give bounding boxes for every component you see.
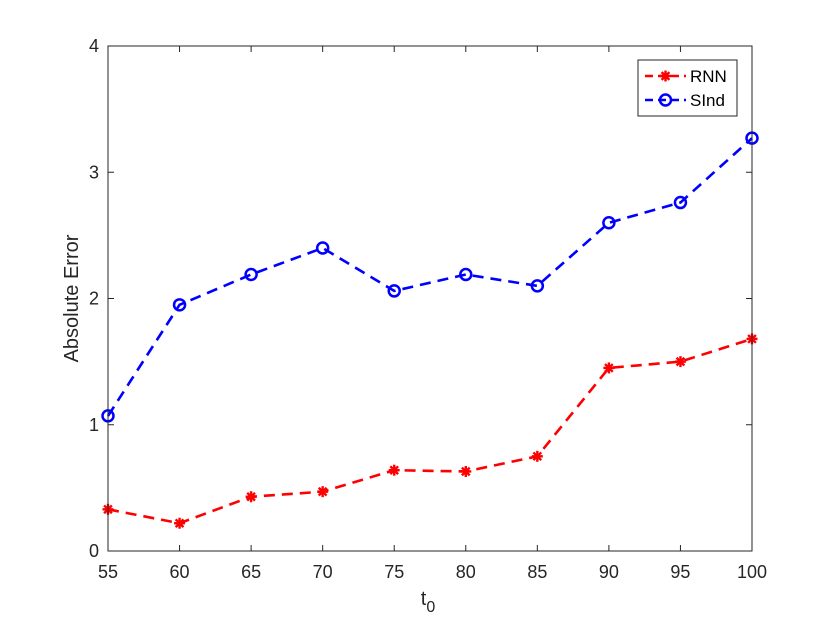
legend-items: RNN SInd: [645, 67, 727, 110]
y-tick-label: 0: [89, 541, 99, 561]
data-point-rnn: [174, 517, 186, 529]
legend-item-sind: SInd: [645, 91, 725, 110]
data-point-rnn: [245, 491, 257, 503]
data-point-sind: [315, 241, 330, 255]
data-point-rnn: [603, 362, 615, 374]
legend-item-rnn: RNN: [645, 67, 727, 86]
y-tick-label: 3: [89, 162, 99, 182]
y-axis-title: Absolute Error: [61, 234, 83, 362]
data-point-sind: [387, 284, 401, 298]
marker-stroke: [174, 518, 185, 528]
y-tick-label: 2: [89, 289, 99, 309]
y-tick-label: 1: [89, 415, 99, 435]
marker-stroke: [246, 491, 256, 502]
data-point-sind: [172, 298, 187, 312]
x-tick-label: 65: [241, 562, 261, 582]
series-line-rnn: [107, 337, 753, 525]
x-tick-label: 90: [599, 562, 619, 582]
x-tick-label: 100: [737, 562, 767, 582]
axes-layer: 55 60 65 70 75 80 85 90 95 100 0 1 2 3 4: [89, 36, 767, 582]
marker-stroke: [389, 465, 399, 475]
data-point-sind: [244, 267, 258, 282]
legend-label-sind: SInd: [690, 91, 725, 110]
data-point-rnn: [317, 486, 329, 498]
x-tick-label: 60: [170, 562, 190, 582]
legend: RNN SInd: [637, 59, 738, 117]
x-tick-label: 70: [313, 562, 333, 582]
data-point-rnn: [674, 356, 686, 368]
series-line-sind: [106, 137, 753, 417]
marker-stroke: [461, 466, 471, 477]
x-axis-title-subscript: 0: [426, 599, 435, 616]
x-tick-label: 55: [98, 562, 118, 582]
legend-label-rnn: RNN: [690, 67, 727, 86]
data-point-sind: [673, 195, 688, 210]
legend-marker-rnn: [660, 70, 671, 82]
x-tick-label: 75: [384, 562, 404, 582]
data-point-sind: [530, 279, 545, 293]
x-tick-label: 80: [456, 562, 476, 582]
x-axis-title: t0: [421, 588, 436, 616]
marker-stroke: [660, 71, 671, 81]
x-axis-title-main: t: [421, 588, 427, 610]
data-point-rnn: [460, 465, 472, 477]
marker-stroke: [532, 451, 543, 462]
marker-stroke: [675, 356, 686, 367]
y-tick-label: 4: [89, 36, 99, 56]
x-tick-label: 95: [670, 562, 690, 582]
plot-area: [108, 46, 752, 551]
data-point-sind: [602, 216, 616, 230]
legend-box: [637, 59, 738, 117]
data-point-rnn: [388, 464, 400, 476]
legend-marker-sind: [658, 93, 673, 107]
marker-stroke: [317, 486, 328, 497]
data-point-sind: [459, 267, 473, 282]
data-point-rnn: [531, 450, 543, 462]
marker-stroke: [604, 363, 614, 373]
x-tick-label: 85: [527, 562, 547, 582]
